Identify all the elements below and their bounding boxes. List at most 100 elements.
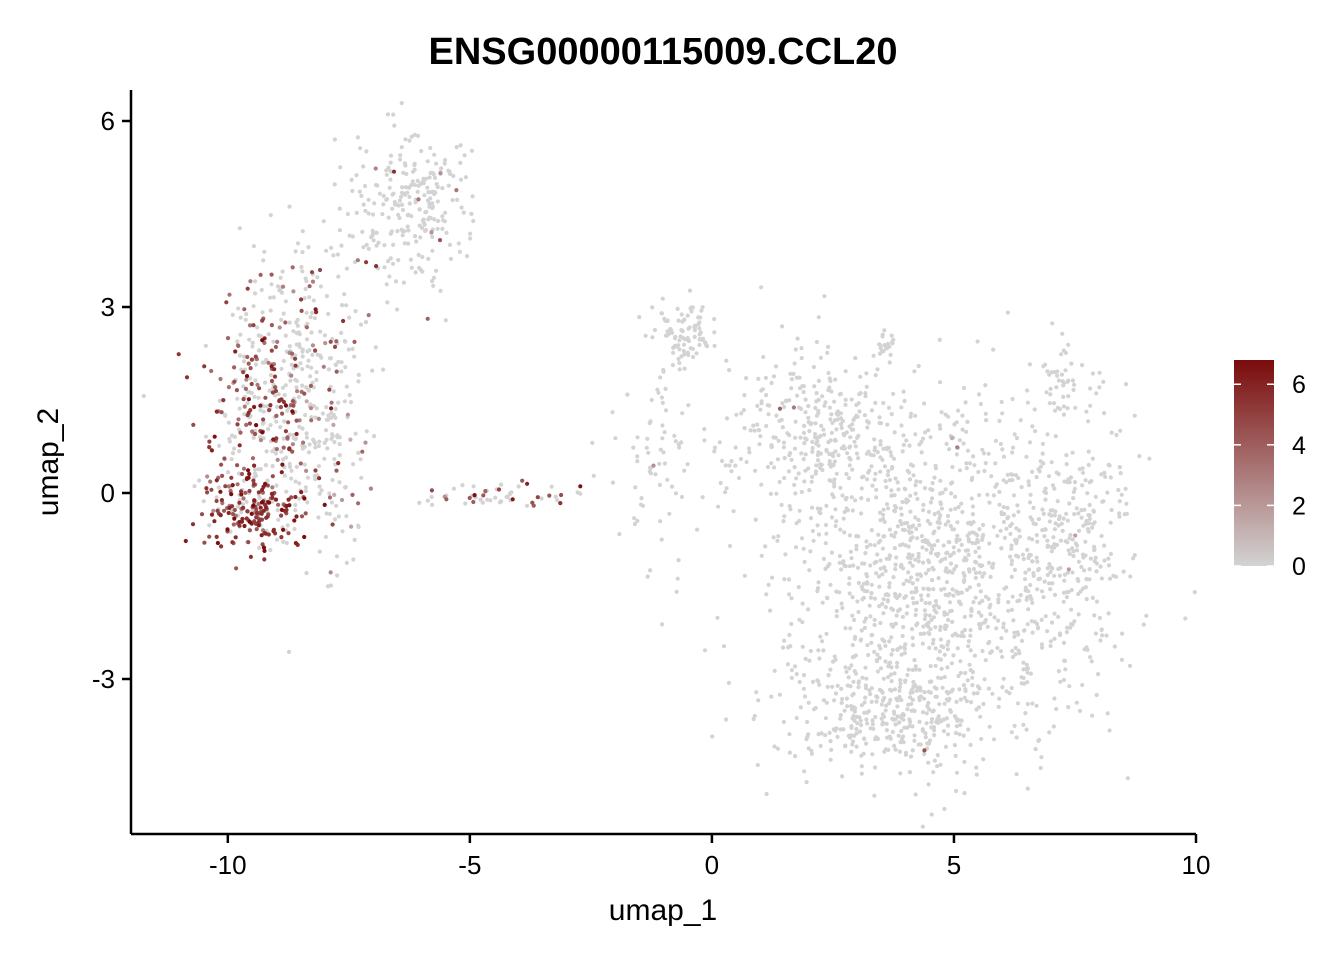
cell-point	[659, 311, 664, 316]
cell-point	[901, 433, 906, 438]
cell-point	[937, 516, 942, 521]
cell-point	[209, 512, 215, 517]
cell-point	[504, 494, 509, 499]
cell-point	[843, 665, 848, 670]
cell-point	[304, 310, 309, 315]
cell-point	[220, 473, 225, 478]
cell-point	[792, 361, 797, 366]
cell-point	[1063, 667, 1068, 672]
cell-point	[1015, 701, 1021, 706]
cell-point	[892, 671, 897, 676]
cell-point	[717, 440, 722, 445]
cell-point	[291, 435, 296, 440]
cell-point	[855, 435, 860, 440]
cell-point	[267, 388, 272, 393]
cell-point	[981, 451, 987, 456]
cell-point	[919, 534, 925, 539]
cell-point	[298, 461, 303, 466]
cell-point	[418, 235, 423, 240]
cell-point	[1021, 556, 1026, 562]
cell-point	[1093, 631, 1098, 636]
cell-point	[398, 157, 403, 162]
cell-point	[242, 412, 247, 417]
cell-point	[277, 325, 282, 330]
cell-point	[872, 477, 877, 482]
cell-point	[806, 404, 811, 409]
cell-point	[1009, 546, 1014, 552]
cell-point	[286, 649, 292, 655]
cell-point	[260, 430, 265, 435]
cell-point	[1052, 408, 1058, 413]
cell-point	[962, 627, 968, 633]
cell-point	[247, 421, 252, 426]
cell-point	[1000, 411, 1005, 416]
cell-point	[347, 233, 352, 238]
cell-point	[841, 516, 846, 521]
cell-point	[863, 551, 868, 556]
cell-point	[661, 450, 666, 455]
cell-point	[1109, 430, 1114, 435]
cell-point	[1041, 595, 1046, 600]
cell-point	[961, 571, 966, 576]
cell-point	[328, 339, 333, 344]
cell-point	[809, 479, 814, 484]
cell-point	[305, 364, 310, 369]
cell-point	[879, 702, 884, 707]
cell-point	[991, 493, 997, 498]
cell-point	[899, 652, 904, 657]
cell-point	[1137, 454, 1142, 459]
cell-point	[919, 439, 924, 444]
cell-point	[991, 524, 996, 529]
cell-point	[1049, 544, 1054, 550]
cell-point	[975, 684, 981, 689]
cell-point	[1091, 521, 1096, 526]
cell-point	[295, 323, 300, 328]
cell-point	[853, 356, 858, 361]
cell-point	[918, 479, 923, 484]
cell-point	[821, 698, 827, 703]
cell-point	[912, 733, 917, 738]
cell-point	[1042, 534, 1047, 539]
cell-point	[973, 570, 979, 576]
cell-point	[922, 401, 927, 406]
cell-point	[947, 600, 953, 605]
cell-point	[849, 704, 854, 709]
cell-point	[1049, 549, 1054, 554]
cell-point	[897, 685, 903, 690]
cell-point	[768, 608, 773, 613]
cell-point	[804, 737, 809, 742]
cell-point	[1025, 388, 1030, 393]
cell-point	[1061, 516, 1066, 521]
cell-point	[807, 568, 812, 573]
cell-point	[769, 380, 774, 386]
cell-point	[938, 491, 943, 496]
cell-point	[274, 413, 279, 418]
cell-point	[339, 497, 345, 503]
cell-point	[312, 316, 317, 321]
cell-point	[233, 349, 238, 354]
cell-point	[237, 226, 242, 231]
cell-point	[231, 522, 236, 527]
cell-point	[914, 600, 920, 605]
cell-point	[978, 563, 984, 569]
cell-point	[885, 422, 890, 427]
cell-point	[1090, 371, 1095, 376]
cell-point	[699, 308, 704, 313]
cell-point	[852, 733, 857, 738]
cell-point	[821, 556, 827, 562]
cell-point	[273, 385, 278, 390]
cell-point	[852, 415, 857, 421]
cell-point	[1106, 563, 1112, 568]
cell-point	[237, 443, 242, 448]
cell-point	[908, 695, 913, 700]
cell-point	[660, 622, 665, 627]
cell-point	[271, 529, 276, 534]
cell-point	[788, 451, 793, 456]
cell-point	[337, 228, 342, 233]
cell-point	[791, 371, 796, 376]
cell-point	[792, 482, 797, 488]
cell-point	[359, 475, 364, 480]
cell-point	[279, 366, 284, 371]
cell-point	[946, 698, 951, 703]
cell-point	[927, 601, 932, 606]
